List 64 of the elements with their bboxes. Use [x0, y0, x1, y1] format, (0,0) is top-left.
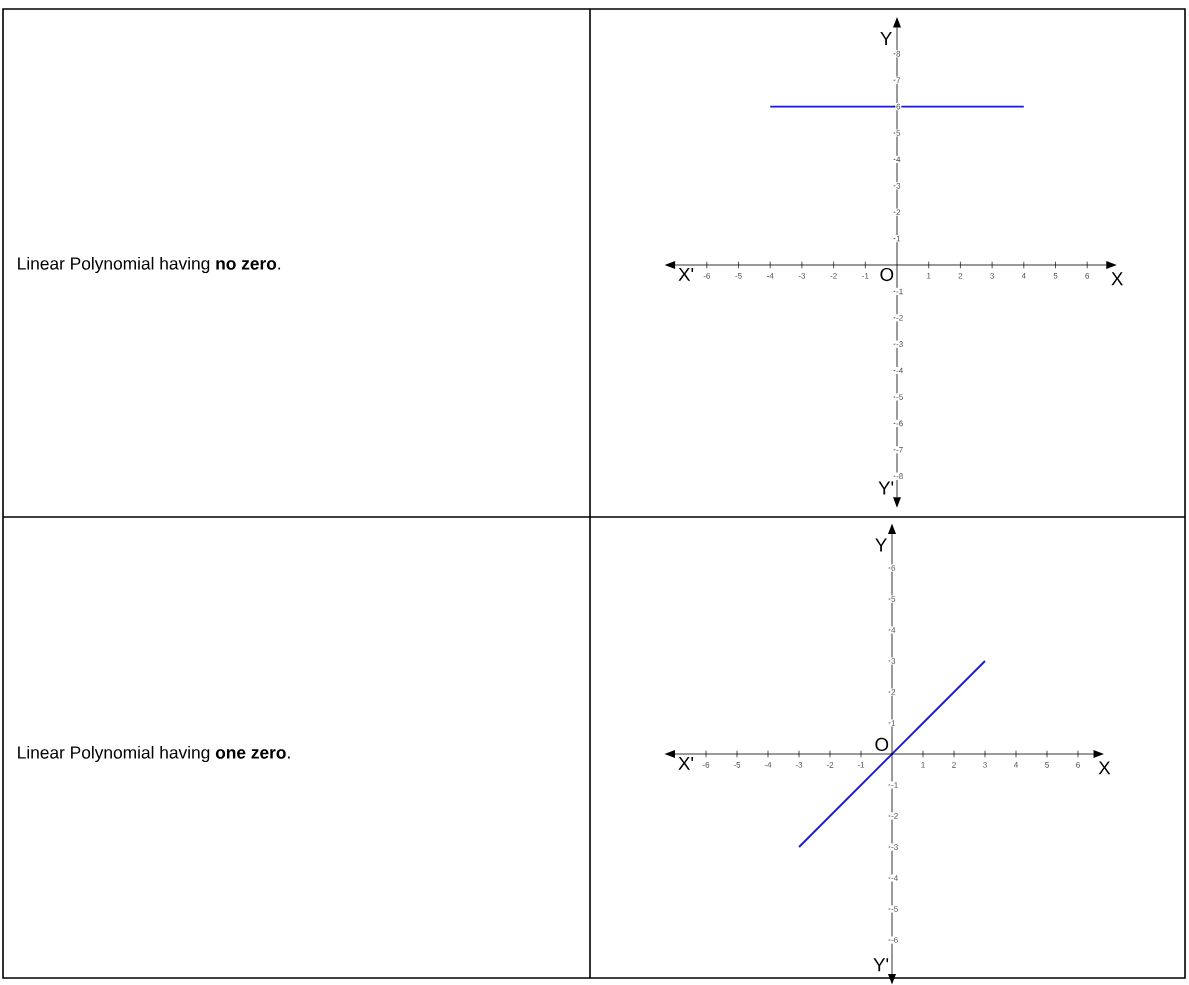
y-tick-label: -5	[891, 906, 898, 912]
y-tick-label: 4	[891, 627, 896, 633]
y-tick-label: 8	[896, 51, 901, 57]
y-tick-label: -1	[896, 288, 903, 295]
x-tick-label: -4	[767, 273, 774, 279]
y-axis-title: Y	[880, 32, 892, 46]
x-axis-title: X	[1098, 761, 1111, 775]
y-tick-label: 6	[896, 103, 901, 110]
y-tick-label: 3	[896, 183, 901, 189]
x-tick-label: 5	[1053, 273, 1058, 279]
x-tick-label: -2	[830, 273, 837, 279]
annotation: X'	[678, 757, 694, 770]
y-tick-label: -8	[896, 473, 903, 480]
y-tick-label: -6	[896, 420, 903, 427]
y-tick-label: -1	[891, 782, 898, 788]
x-tick-label: -1	[857, 762, 865, 768]
x-tick-label: -3	[795, 762, 803, 768]
y-tick-label: 4	[896, 156, 901, 163]
x-tick-label: 2	[958, 273, 963, 279]
y-tick-label: -3	[891, 844, 898, 851]
x-tick-label: 1	[927, 273, 931, 279]
y-tick-label: 2	[891, 689, 896, 695]
x-tick-label: -6	[702, 762, 710, 768]
annotation: Y'	[878, 481, 894, 495]
x-tick-label: 4	[1013, 762, 1019, 768]
y-tick-label: -2	[896, 315, 903, 321]
x-tick-label: -5	[735, 273, 742, 279]
y-tick-label: -6	[891, 937, 898, 944]
text: Linear Polynomial having one zero.	[18, 746, 290, 763]
x-tick-label: -6	[703, 273, 711, 279]
y-tick-label: 7	[896, 77, 901, 84]
y-tick-label: 3	[891, 658, 896, 665]
x-tick-label: -2	[826, 762, 834, 768]
x-tick-label: -3	[798, 273, 806, 279]
annotation: X'	[678, 268, 694, 281]
y-tick-label: 5	[891, 596, 896, 602]
x-tick-label: -1	[862, 273, 869, 279]
x-axis-title: X	[1111, 272, 1124, 286]
x-tick-label: 5	[1045, 762, 1049, 768]
annotation: O	[880, 268, 894, 282]
y-tick-label: 6	[891, 565, 896, 572]
x-tick-label: 1	[921, 762, 925, 768]
text: Linear Polynomial having no zero.	[18, 257, 281, 274]
annotation: Y'	[873, 958, 889, 972]
x-tick-label: 6	[1085, 273, 1090, 279]
y-tick-label: -4	[891, 875, 898, 881]
y-tick-label: 2	[896, 209, 901, 216]
y-tick-label: -3	[896, 341, 903, 348]
x-tick-label: -4	[764, 762, 772, 768]
y-tick-label: -7	[896, 447, 903, 453]
x-tick-label: 6	[1076, 762, 1080, 768]
annotation: O	[875, 738, 889, 752]
y-tick-label: -2	[891, 813, 898, 819]
y-tick-label: 1	[891, 720, 896, 726]
x-tick-label: 2	[952, 762, 956, 768]
y-axis-title: Y	[875, 538, 887, 552]
y-tick-label: -4	[896, 368, 903, 374]
x-tick-label: 4	[1021, 273, 1026, 279]
x-tick-label: -5	[733, 762, 741, 768]
x-tick-label: 3	[983, 762, 987, 768]
y-tick-label: -5	[896, 394, 903, 400]
y-tick-label: 5	[896, 130, 901, 136]
x-tick-label: 3	[990, 273, 994, 279]
y-tick-label: 1	[896, 236, 901, 242]
